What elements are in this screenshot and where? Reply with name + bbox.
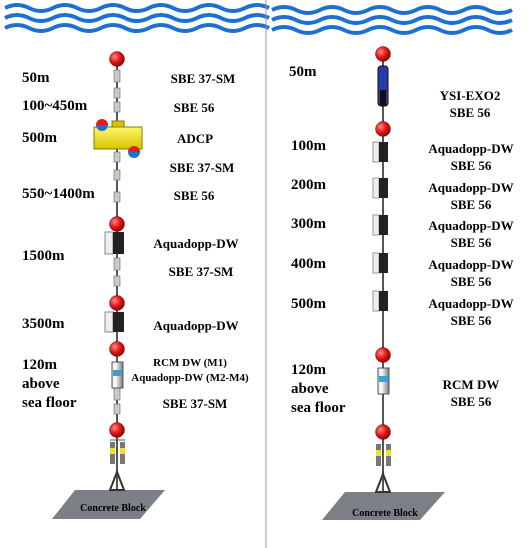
- depth-line: 120m: [291, 362, 326, 378]
- ysi-exo2-sonde: [377, 65, 389, 107]
- float-buoys-right: [375, 46, 391, 440]
- depth-label: 100m: [291, 138, 326, 154]
- instrument-label: SBE 56: [173, 100, 215, 115]
- aquadopp-housings-left: [104, 231, 124, 333]
- instrument-label: SBE 56: [450, 274, 492, 289]
- instrument-label: Aquadopp-DW (M2-M4): [131, 372, 249, 384]
- anchor-label: Concrete Block: [352, 508, 418, 519]
- instrument-label: Aquadopp-DW: [153, 236, 239, 251]
- acoustic-releases-right: [376, 444, 391, 466]
- instrument-label: Aquadopp-DW: [428, 141, 514, 156]
- rcm-instrument-left: [111, 361, 124, 389]
- sea-surface-waves-left: [4, 3, 270, 33]
- rcm-instrument-right: [377, 367, 390, 395]
- anchor-label: Concrete Block: [80, 503, 146, 514]
- instrument-label: RCM DW (M1): [153, 357, 227, 369]
- instrument-label: SBE 56: [449, 105, 491, 120]
- depth-label: 50m: [289, 64, 317, 80]
- float-buoys-left: [109, 51, 125, 438]
- instrument-label: Aquadopp-DW: [428, 218, 514, 233]
- aquadopp-housings-right: [372, 141, 388, 312]
- instrument-label: RCM DW: [442, 377, 500, 392]
- depth-line: 120m: [22, 357, 57, 373]
- instrument-label: SBE 37-SM: [168, 264, 234, 279]
- depth-label-bottom: 120m above sea floor: [291, 361, 391, 418]
- instrument-label: ADCP: [176, 131, 214, 146]
- depth-label-bottom: 120m above sea floor: [22, 356, 122, 413]
- line-sensors-left: [113, 69, 121, 415]
- depth-label: 1500m: [22, 248, 65, 264]
- depth-line: above: [22, 376, 60, 392]
- instrument-label: Aquadopp-DW: [428, 180, 514, 195]
- acoustic-releases-left: [110, 439, 125, 464]
- adcp-instrument: [93, 119, 143, 158]
- depth-label: 400m: [291, 256, 326, 272]
- instrument-label: SBE 37-SM: [170, 71, 236, 86]
- depth-line: sea floor: [291, 400, 346, 416]
- depth-line: above: [291, 381, 329, 397]
- instrument-label: Aquadopp-DW: [428, 296, 514, 311]
- instrument-label: SBE 56: [450, 158, 492, 173]
- depth-label: 550~1400m: [22, 186, 95, 202]
- instrument-label: SBE 56: [450, 394, 492, 409]
- instrument-label: YSI-EXO2: [439, 88, 501, 103]
- instrument-label: SBE 56: [450, 197, 492, 212]
- depth-label: 500m: [291, 296, 326, 312]
- depth-label: 100~450m: [22, 98, 88, 114]
- instrument-label: SBE 56: [450, 313, 492, 328]
- depth-label: 500m: [22, 130, 57, 146]
- depth-label: 200m: [291, 177, 326, 193]
- depth-line: sea floor: [22, 395, 77, 411]
- depth-label: 3500m: [22, 316, 65, 332]
- concrete-block-anchor-left: [52, 469, 165, 519]
- sea-surface-waves-right: [271, 5, 513, 35]
- depth-label: 50m: [22, 70, 50, 86]
- instrument-label: SBE 56: [173, 188, 215, 203]
- concrete-block-anchor-right: [322, 471, 445, 520]
- instrument-label: SBE 37-SM: [169, 160, 235, 175]
- instrument-label: SBE 56: [450, 235, 492, 250]
- instrument-label: Aquadopp-DW: [428, 257, 514, 272]
- instrument-label: SBE 37-SM: [162, 396, 228, 411]
- instrument-label: Aquadopp-DW: [153, 318, 239, 333]
- depth-label: 300m: [291, 216, 326, 232]
